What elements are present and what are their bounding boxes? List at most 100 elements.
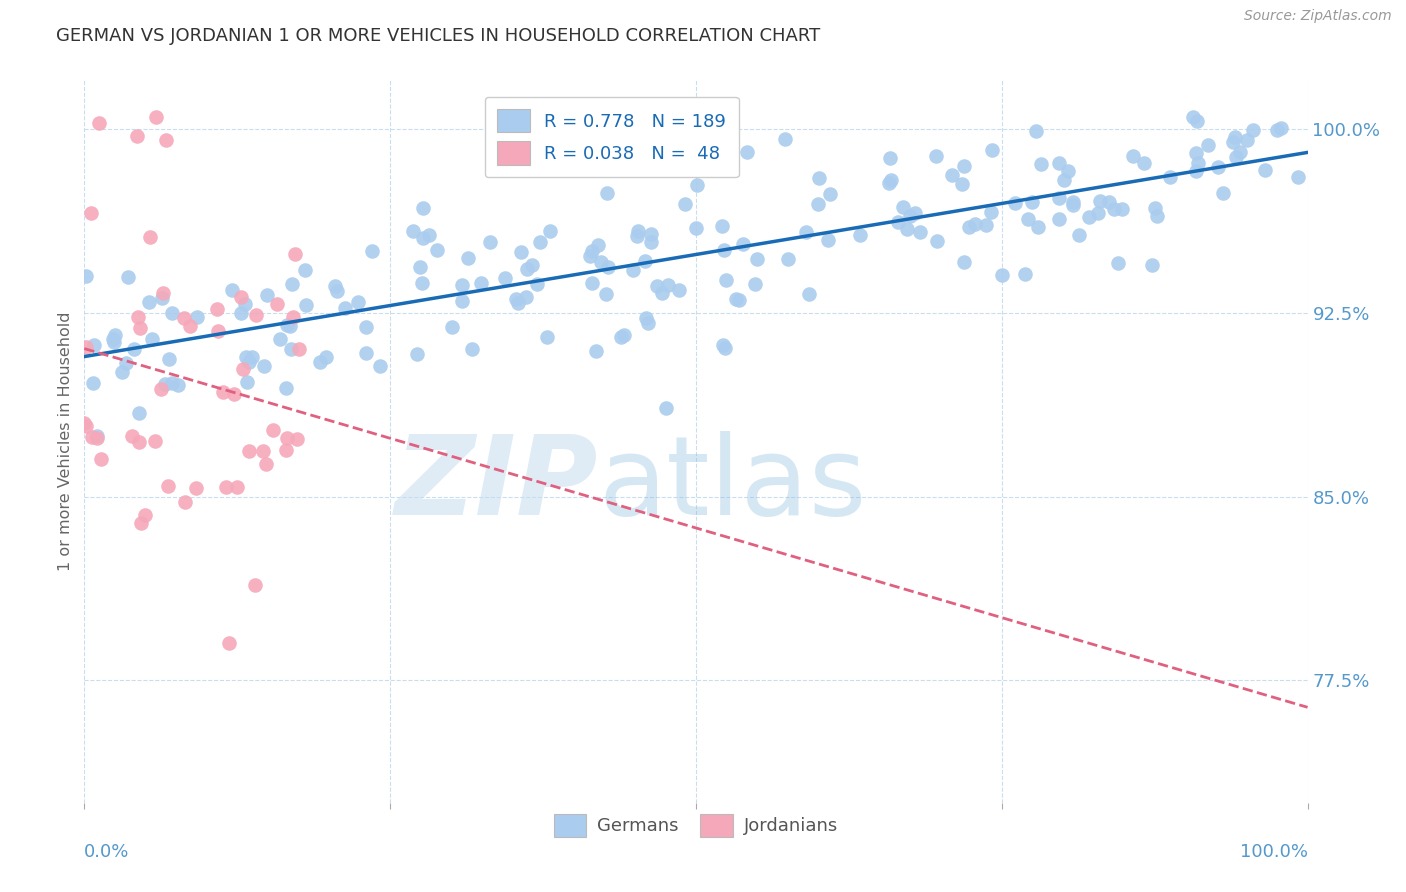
Point [965, 217, 987, 231]
Point [103, 334, 125, 349]
Point [1212, 186, 1234, 201]
Point [278, 318, 301, 333]
Point [1206, 160, 1229, 174]
Point [283, 310, 305, 325]
Point [235, 351, 257, 365]
Point [818, 186, 841, 201]
Point [284, 247, 307, 261]
Point [796, 225, 818, 239]
Text: atlas: atlas [598, 432, 866, 539]
Point [1223, 130, 1246, 145]
Point [125, 129, 148, 144]
Point [1090, 194, 1112, 208]
Point [461, 342, 484, 356]
Point [104, 327, 127, 342]
Point [218, 635, 240, 649]
Point [578, 249, 600, 263]
Point [347, 294, 370, 309]
Point [238, 444, 260, 458]
Point [974, 219, 997, 233]
Point [655, 401, 678, 416]
Point [214, 480, 236, 494]
Point [274, 381, 297, 395]
Point [354, 346, 377, 360]
Point [713, 244, 735, 258]
Point [155, 133, 177, 147]
Point [368, 359, 391, 373]
Point [776, 252, 799, 266]
Point [727, 293, 749, 307]
Point [1017, 211, 1039, 226]
Point [207, 301, 229, 316]
Point [127, 310, 149, 325]
Point [83, 338, 105, 352]
Point [222, 387, 245, 401]
Point [595, 287, 617, 301]
Point [735, 145, 758, 159]
Point [1087, 206, 1109, 220]
Point [1185, 145, 1208, 160]
Point [478, 235, 501, 249]
Point [898, 209, 921, 223]
Point [953, 159, 976, 173]
Point [536, 330, 558, 344]
Point [245, 309, 267, 323]
Point [634, 310, 657, 325]
Point [156, 478, 179, 492]
Point [980, 143, 1002, 157]
Text: Source: ZipAtlas.com: Source: ZipAtlas.com [1244, 9, 1392, 23]
Point [418, 227, 440, 242]
Point [953, 255, 976, 269]
Point [157, 352, 180, 367]
Point [150, 291, 173, 305]
Point [991, 268, 1014, 282]
Point [1004, 195, 1026, 210]
Point [1031, 157, 1053, 171]
Point [160, 306, 183, 320]
Point [1025, 124, 1047, 138]
Point [957, 219, 980, 234]
Point [673, 197, 696, 211]
Point [138, 295, 160, 310]
Point [308, 355, 330, 369]
Point [879, 151, 901, 165]
Point [904, 206, 927, 220]
Point [412, 231, 434, 245]
Point [634, 254, 657, 268]
Point [405, 347, 427, 361]
Point [714, 273, 737, 287]
Point [896, 222, 918, 236]
Point [637, 317, 659, 331]
Point [520, 258, 543, 272]
Point [1067, 228, 1090, 243]
Point [411, 276, 433, 290]
Point [145, 110, 167, 124]
Point [941, 168, 963, 182]
Point [745, 252, 768, 267]
Point [724, 293, 747, 307]
Point [640, 227, 662, 242]
Legend: Germans, Jordanians: Germans, Jordanians [547, 806, 845, 845]
Point [588, 238, 610, 252]
Point [226, 480, 249, 494]
Point [1122, 149, 1144, 163]
Point [80, 206, 103, 220]
Point [134, 508, 156, 523]
Point [294, 262, 316, 277]
Point [325, 284, 347, 298]
Point [221, 284, 243, 298]
Point [253, 359, 276, 373]
Point [470, 277, 492, 291]
Point [153, 376, 176, 391]
Point [276, 443, 298, 458]
Point [295, 298, 318, 312]
Point [451, 278, 474, 293]
Point [1014, 267, 1036, 281]
Point [621, 262, 644, 277]
Point [596, 260, 619, 275]
Point [640, 235, 662, 249]
Point [609, 330, 631, 344]
Point [361, 244, 384, 258]
Point [141, 332, 163, 346]
Point [335, 301, 357, 316]
